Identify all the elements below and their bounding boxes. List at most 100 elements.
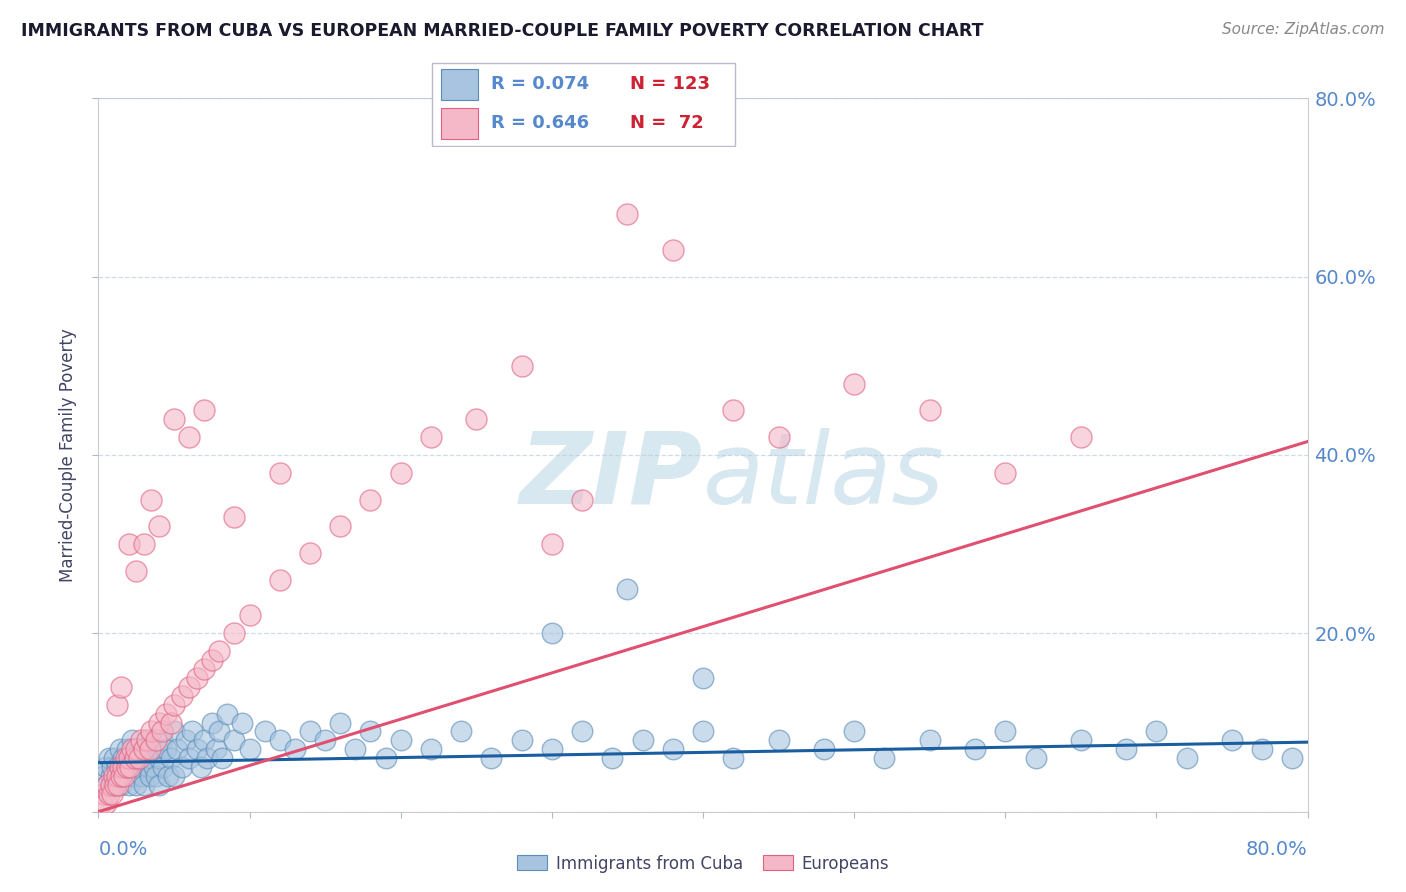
Point (965, 742, 987, 756)
Point (115, 742, 138, 756)
Point (132, 742, 155, 756)
Point (181, 724, 204, 739)
Point (662, 742, 685, 756)
Point (120, 760, 142, 774)
Point (1070, 733, 1092, 747)
FancyBboxPatch shape (432, 63, 735, 146)
Bar (441, 70, 478, 100)
Point (813, 742, 835, 756)
Point (114, 751, 136, 765)
Point (571, 724, 593, 739)
Point (389, 733, 412, 747)
Point (141, 724, 163, 739)
Point (150, 733, 173, 747)
Point (329, 519, 352, 533)
Point (360, 724, 382, 739)
Point (224, 733, 246, 747)
Point (1144, 724, 1167, 739)
Point (156, 769, 179, 783)
Point (118, 751, 141, 765)
Point (269, 466, 291, 480)
Point (269, 733, 291, 747)
Point (314, 733, 336, 747)
Point (1220, 733, 1243, 747)
Point (1070, 430, 1092, 444)
Y-axis label: Married-Couple Family Poverty: Married-Couple Family Poverty (59, 328, 77, 582)
Point (96, 778, 118, 792)
Point (692, 671, 714, 685)
Point (253, 724, 276, 739)
Point (160, 751, 183, 765)
Point (107, 769, 129, 783)
Point (100, 769, 122, 783)
Point (112, 769, 135, 783)
Point (108, 742, 131, 756)
Point (155, 742, 177, 756)
Point (141, 733, 163, 747)
Point (110, 769, 132, 783)
Point (131, 769, 153, 783)
Text: IMMIGRANTS FROM CUBA VS EUROPEAN MARRIED-COUPLE FAMILY POVERTY CORRELATION CHART: IMMIGRANTS FROM CUBA VS EUROPEAN MARRIED… (21, 22, 984, 40)
Point (170, 760, 193, 774)
Point (190, 760, 212, 774)
Point (98, 751, 121, 765)
Point (101, 760, 124, 774)
Point (101, 787, 124, 801)
Point (224, 510, 246, 524)
Point (420, 430, 443, 444)
Point (121, 733, 143, 747)
Point (110, 760, 132, 774)
Point (139, 742, 162, 756)
Point (299, 724, 322, 739)
Point (186, 742, 208, 756)
Point (103, 769, 125, 783)
Text: atlas: atlas (703, 428, 945, 524)
Point (104, 778, 127, 792)
Point (110, 680, 132, 694)
Point (135, 733, 157, 747)
Point (662, 243, 685, 257)
Point (110, 778, 132, 792)
Text: ZIP: ZIP (520, 428, 703, 524)
Point (224, 626, 246, 640)
Text: N =  72: N = 72 (630, 114, 703, 132)
Point (163, 698, 186, 712)
Point (1115, 742, 1137, 756)
Point (111, 751, 134, 765)
Text: Source: ZipAtlas.com: Source: ZipAtlas.com (1222, 22, 1385, 37)
Point (141, 751, 163, 765)
Point (179, 680, 201, 694)
Point (329, 715, 352, 730)
Point (145, 769, 167, 783)
Point (93, 787, 115, 801)
Point (146, 742, 169, 756)
Point (148, 751, 170, 765)
Point (201, 653, 224, 667)
Point (844, 376, 866, 391)
Point (108, 760, 131, 774)
Point (163, 412, 186, 426)
Point (1281, 751, 1303, 765)
Point (179, 430, 201, 444)
Point (122, 769, 145, 783)
Point (918, 733, 941, 747)
Point (179, 751, 201, 765)
Point (602, 751, 624, 765)
Point (994, 466, 1017, 480)
Text: R = 0.074: R = 0.074 (491, 76, 589, 94)
Point (208, 644, 231, 658)
Point (105, 760, 128, 774)
Point (128, 751, 150, 765)
Point (112, 769, 135, 783)
Point (125, 564, 148, 578)
Point (148, 715, 170, 730)
Point (873, 751, 896, 765)
Point (135, 742, 157, 756)
Point (994, 724, 1017, 739)
Point (160, 715, 183, 730)
Point (170, 689, 193, 703)
Point (284, 742, 307, 756)
Point (1251, 742, 1274, 756)
Point (94, 760, 117, 774)
Point (129, 760, 152, 774)
